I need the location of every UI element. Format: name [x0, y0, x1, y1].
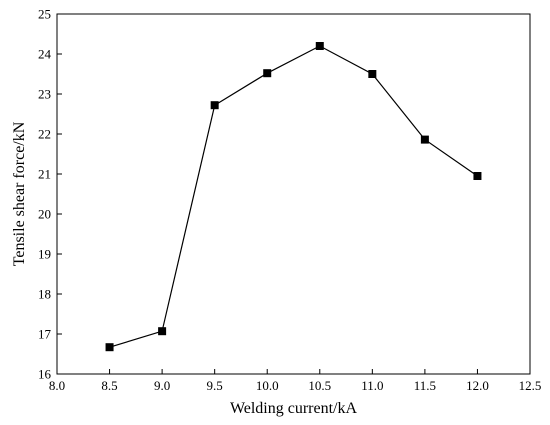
- y-tick-label: 24: [38, 47, 52, 62]
- y-tick-label: 25: [38, 7, 51, 22]
- data-point-marker: [315, 42, 324, 50]
- data-point-marker: [158, 327, 167, 336]
- data-point-marker: [105, 343, 114, 352]
- x-axis-ticks: 8.0 8.5 9.0 9.5 10.0 10.5 11.0 11.5 12.0 12.5: [49, 369, 542, 393]
- x-tick-label: 11.0: [361, 378, 383, 393]
- data-point-marker: [473, 172, 482, 180]
- x-tick-label: 10.0: [256, 378, 279, 393]
- series-layer: [105, 42, 482, 352]
- data-point-marker: [420, 135, 429, 144]
- x-tick-label: 8.0: [49, 378, 65, 393]
- x-tick-label: 9.5: [207, 378, 223, 393]
- x-tick-label: 10.5: [308, 378, 331, 393]
- y-tick-label: 23: [38, 87, 51, 102]
- data-point-marker: [263, 69, 272, 78]
- x-tick-label: 8.5: [101, 378, 117, 393]
- y-tick-label: 18: [38, 287, 51, 302]
- y-tick-label: 20: [38, 207, 51, 222]
- y-axis-ticks: 16 17 18 19 20 21 22 23 24 25: [38, 7, 62, 382]
- y-tick-label: 21: [38, 167, 51, 182]
- x-tick-label: 11.5: [414, 378, 436, 393]
- x-tick-label: 12.5: [519, 378, 542, 393]
- data-point-marker: [368, 70, 377, 78]
- x-tick-label: 12.0: [466, 378, 489, 393]
- y-tick-label: 17: [38, 327, 52, 342]
- data-point-marker: [210, 101, 219, 110]
- y-tick-label: 16: [38, 367, 52, 382]
- series-line: [109, 45, 478, 348]
- x-tick-label: 9.0: [154, 378, 170, 393]
- x-axis-label: Welding current/kA: [230, 400, 358, 417]
- y-axis-label: Tensile shear force/kN: [11, 121, 28, 266]
- y-tick-label: 19: [38, 247, 51, 262]
- plot-frame: [56, 13, 531, 375]
- y-tick-label: 22: [38, 127, 51, 142]
